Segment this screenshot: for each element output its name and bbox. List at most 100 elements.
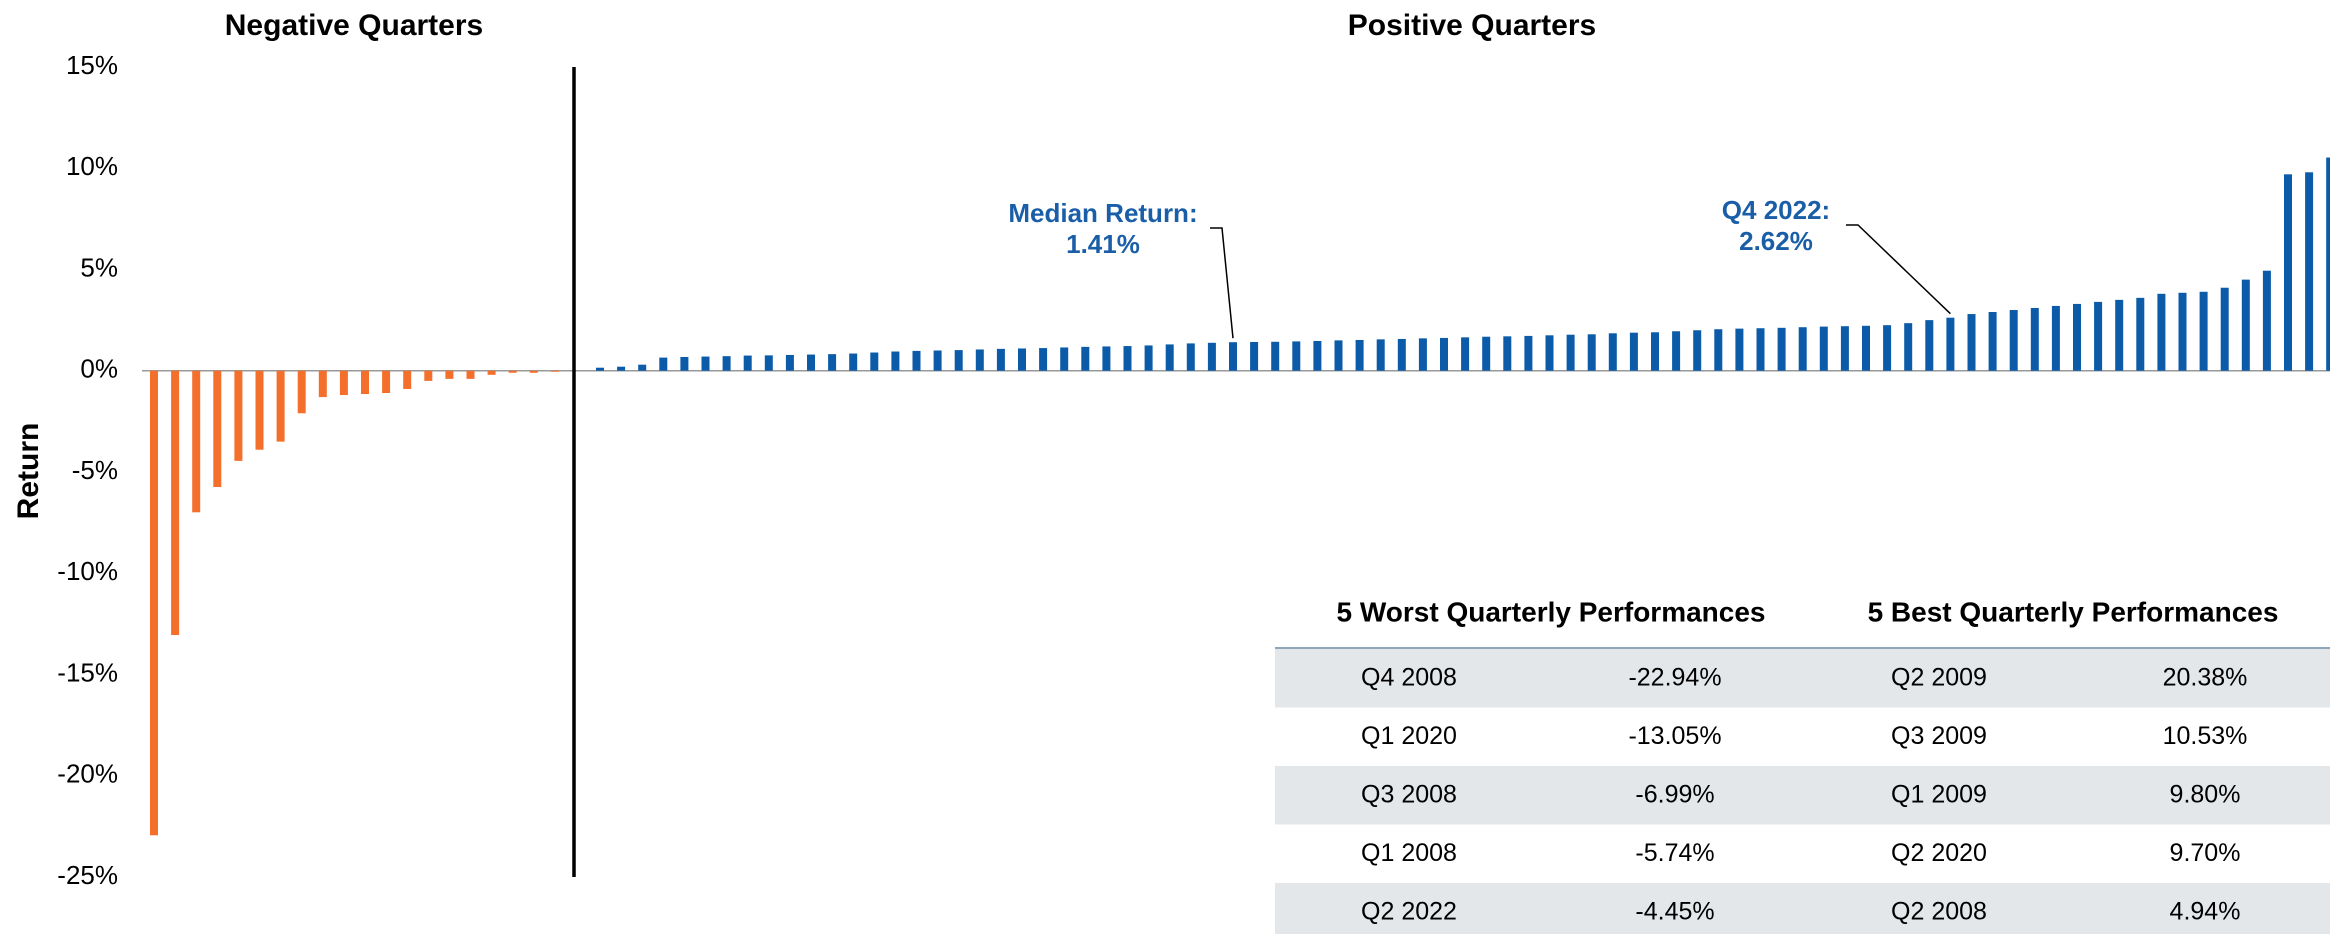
bar [2199, 291, 2208, 371]
bar [1165, 344, 1174, 371]
bar [529, 370, 538, 373]
bar [638, 364, 647, 371]
bar [1819, 326, 1828, 371]
bar [234, 370, 243, 461]
bar [1862, 325, 1870, 371]
bar [1629, 332, 1638, 371]
bar [297, 370, 306, 414]
table-cell: Q1 2009 [1891, 781, 1987, 809]
bar [1503, 336, 1512, 371]
bar [933, 350, 942, 371]
bar [1355, 339, 1364, 371]
bar [2073, 303, 2081, 371]
bar [171, 370, 180, 636]
table-cell: Q4 2008 [1361, 664, 1457, 692]
bar [1925, 320, 1934, 371]
bar [2115, 299, 2124, 371]
y-tick-label: -15% [57, 657, 118, 687]
bar [1250, 341, 1259, 371]
y-tick-label: 5% [80, 252, 118, 282]
bar [975, 349, 984, 371]
bar [2326, 157, 2330, 371]
y-tick-label: 15% [66, 50, 118, 80]
bar [466, 370, 475, 379]
bar [954, 350, 963, 371]
table-header: 5 Worst Quarterly Performances [1337, 596, 1766, 627]
y-tick-label: -5% [72, 455, 118, 485]
bar [1524, 335, 1533, 371]
bar [891, 351, 900, 371]
bar [743, 355, 752, 371]
bar [1397, 338, 1406, 371]
bar [1693, 330, 1702, 371]
bar [1840, 326, 1849, 371]
bar [150, 370, 158, 836]
bar [508, 370, 517, 373]
table-cell: 9.70% [2170, 839, 2241, 867]
bar [1418, 338, 1427, 371]
bar [2178, 292, 2187, 371]
y-tick-label: -25% [57, 860, 118, 890]
annotation: 2.62% [1739, 226, 1813, 256]
y-tick-label: 0% [80, 354, 118, 384]
bar [828, 354, 837, 371]
bar [1798, 327, 1807, 371]
table-cell: Q3 2009 [1891, 722, 1987, 750]
bar [213, 370, 222, 487]
table-header: 5 Best Quarterly Performances [1868, 596, 2279, 627]
table-cell: -22.94% [1628, 664, 1721, 692]
table-cell: -6.99% [1635, 781, 1714, 809]
bar [1461, 337, 1470, 371]
bar [1081, 346, 1090, 371]
table-cell: 20.38% [2163, 664, 2248, 692]
bar [680, 356, 689, 371]
bar [1334, 340, 1343, 371]
bar [807, 354, 815, 371]
table-cell: -4.45% [1635, 898, 1714, 926]
bar [1102, 346, 1111, 371]
bar [596, 367, 604, 371]
table-row-band [1275, 649, 2330, 708]
bar [445, 370, 454, 379]
table-cell: 9.80% [2170, 781, 2241, 809]
bar [2241, 279, 2250, 371]
table-cell: 4.94% [2170, 898, 2241, 926]
bar [255, 370, 264, 450]
bar [1144, 345, 1153, 371]
bar [996, 348, 1005, 371]
table-row-band [1275, 766, 2330, 825]
bar [1376, 339, 1385, 371]
bar [1545, 335, 1554, 371]
bar [1672, 331, 1681, 371]
bar [2305, 172, 2314, 371]
bar [1587, 334, 1596, 371]
panel-title: Positive Quarters [1348, 9, 1596, 42]
bar [1608, 333, 1617, 371]
bar [722, 356, 731, 371]
bar [659, 357, 668, 371]
bar [276, 370, 285, 442]
bar [382, 370, 391, 394]
bar [361, 370, 369, 395]
bar [2262, 270, 2271, 371]
table-cell: Q1 2020 [1361, 722, 1457, 750]
bar [2157, 293, 2166, 371]
bar [912, 350, 921, 371]
bar [870, 352, 879, 371]
bar [1292, 341, 1301, 371]
bar [1777, 327, 1786, 371]
bar [1229, 342, 1237, 371]
bar [2051, 305, 2060, 371]
table-cell: 10.53% [2163, 722, 2248, 750]
bar [2009, 310, 2018, 371]
bar [785, 354, 794, 371]
y-tick-label: 10% [66, 151, 118, 181]
panel-title: Negative Quarters [225, 9, 483, 42]
bar [1566, 334, 1575, 371]
table-cell: Q2 2022 [1361, 898, 1457, 926]
bar [1904, 323, 1913, 371]
bar [1313, 340, 1322, 371]
bar [764, 355, 773, 371]
bar [1756, 328, 1765, 371]
